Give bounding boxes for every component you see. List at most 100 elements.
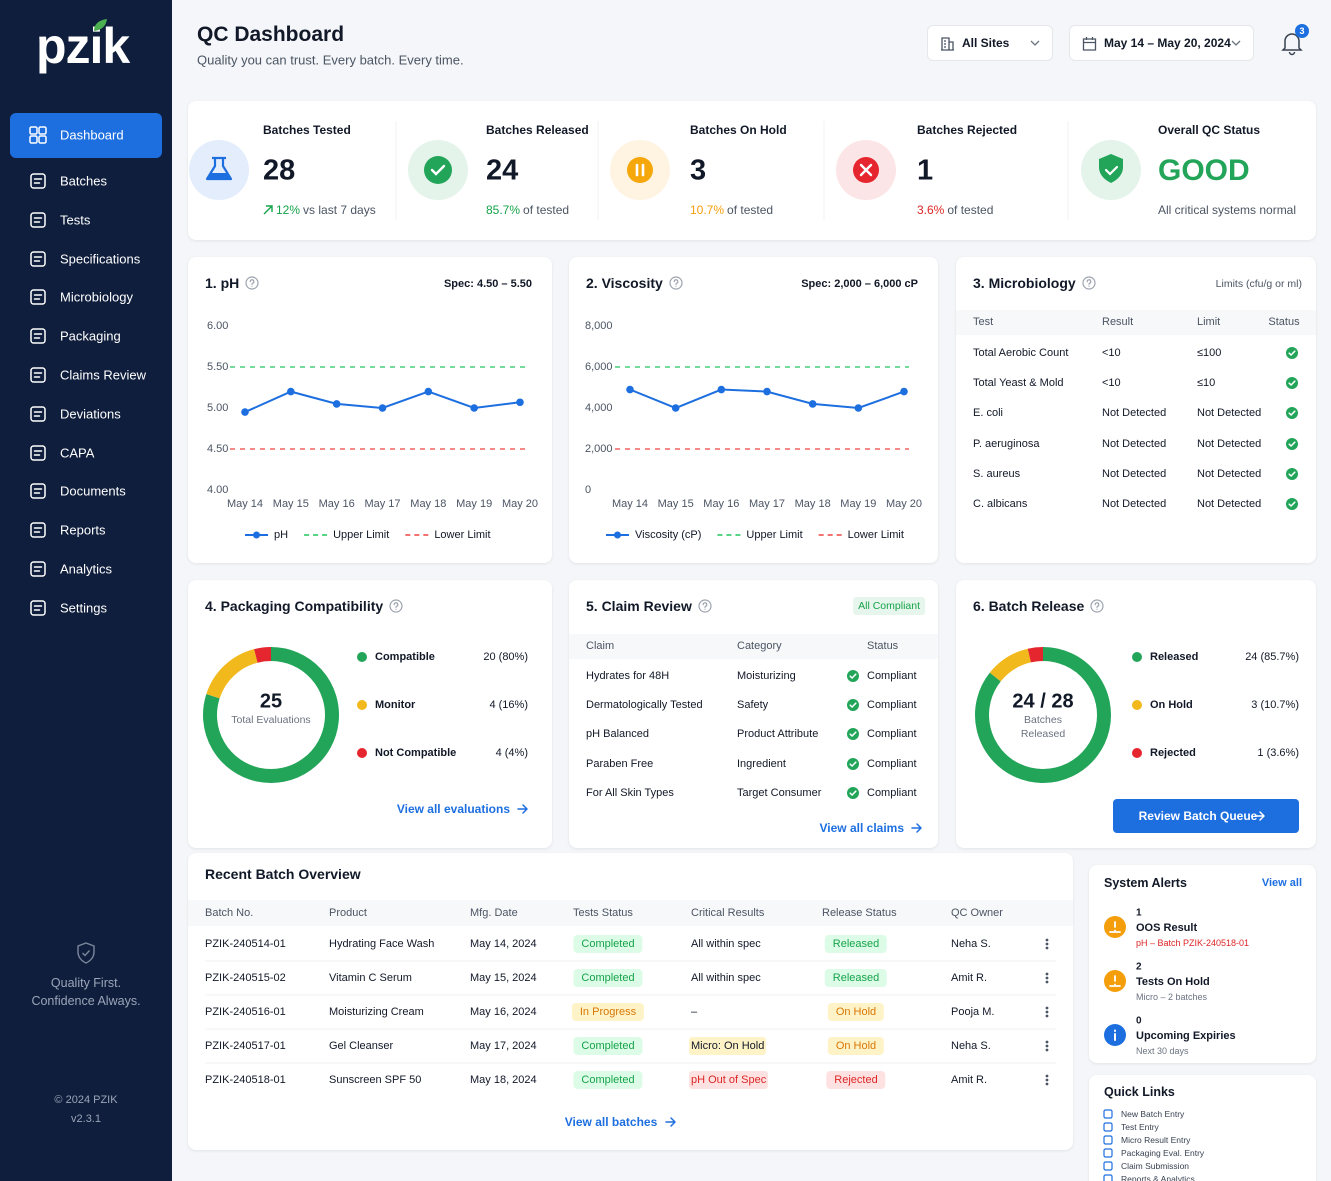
quick-links-card: Quick Links New Batch Entry Test Entry Micr… xyxy=(1089,1075,1316,1181)
view-all-link[interactable]: View all xyxy=(1261,877,1302,889)
donut-segment xyxy=(1027,647,1044,663)
flask-liquid xyxy=(207,173,231,179)
check-glyph xyxy=(1288,350,1296,357)
microbiology-card: 3. Microbiology Limits (cfu/g or ml) Test R… xyxy=(956,257,1316,563)
table-cell: Not Detected xyxy=(1102,498,1167,510)
nav-item[interactable]: Dashboard xyxy=(60,127,124,143)
nav-icon xyxy=(30,367,46,383)
x-tick-label: May 14 xyxy=(612,498,648,510)
chevron-path xyxy=(1231,40,1241,46)
column-header: Status xyxy=(867,640,899,652)
view-all-link[interactable]: View all evaluations xyxy=(396,802,510,816)
icon-frame xyxy=(30,522,46,538)
kpi-card: Batches Tested 28 12% vs last 7 days Batches… xyxy=(188,101,1316,240)
kpi-accent: 12% xyxy=(276,203,301,217)
nav-item[interactable]: Deviations xyxy=(60,406,121,422)
row-menu-dot xyxy=(1045,1048,1049,1052)
alert-title: Tests On Hold xyxy=(1136,976,1210,988)
nav-item[interactable]: CAPA xyxy=(60,445,95,461)
view-all-link[interactable]: View all batches xyxy=(564,1115,658,1129)
arrow-icon xyxy=(911,823,922,833)
nav-item[interactable]: Tests xyxy=(60,212,91,228)
version: v2.3.1 xyxy=(71,1113,101,1125)
table-cell: ≤10 xyxy=(1197,377,1216,390)
check-circle xyxy=(1286,498,1298,510)
kpi-note: All critical systems normal xyxy=(1158,203,1296,217)
table-header-bg xyxy=(569,634,938,659)
table-graphics xyxy=(205,938,1056,1086)
quick-link-icon xyxy=(1103,1148,1113,1158)
table-cell: Not Detected xyxy=(1102,407,1167,420)
kpi-note: 12% vs last 7 days xyxy=(263,203,376,217)
filter-icon xyxy=(1082,37,1097,51)
table-cell: PZIK-240515-02 xyxy=(205,972,286,984)
check-glyph xyxy=(849,731,857,738)
status-badge: Completed xyxy=(573,1071,643,1089)
quick-link[interactable]: Test Entry xyxy=(1121,1122,1159,1132)
x-tick-label: May 17 xyxy=(749,498,785,510)
check-glyph xyxy=(1104,165,1119,176)
alert-title: Upcoming Expiries xyxy=(1136,1030,1236,1042)
table-cell: Compliant xyxy=(867,757,917,770)
quick-link[interactable]: Claim Submission xyxy=(1121,1161,1190,1171)
alert-glyph xyxy=(1109,975,1121,987)
nav-item[interactable]: Claims Review xyxy=(60,367,146,383)
status-check xyxy=(1286,347,1298,359)
nav-item[interactable]: Reports xyxy=(60,522,106,538)
status-check xyxy=(847,670,859,682)
row-menu-dot xyxy=(1045,1014,1049,1018)
trend-arrow xyxy=(263,205,273,215)
nav-item[interactable]: Packaging xyxy=(60,328,121,344)
date-filter[interactable]: May 14 – May 20, 2024 xyxy=(1069,25,1254,61)
nav-icon xyxy=(30,561,46,577)
nav-item[interactable]: Settings xyxy=(60,600,107,616)
alert-detail: pH – Batch PZIK-240518-01 xyxy=(1136,938,1250,948)
help-icon xyxy=(1090,599,1104,613)
alert-count: 1 xyxy=(1136,907,1142,919)
quick-link[interactable]: Micro Result Entry xyxy=(1121,1135,1191,1145)
kpi-accent: 85.7% xyxy=(486,203,521,217)
status-check xyxy=(1286,437,1298,450)
donut-center-label: Batches Released xyxy=(1020,714,1066,740)
kpi-label: Batches Released xyxy=(486,123,589,137)
table-cell: Total Yeast & Mold xyxy=(973,377,1064,390)
nav-icon xyxy=(30,600,46,616)
check-circle xyxy=(847,786,859,799)
check-circle xyxy=(1286,347,1298,359)
card-title: 5. Claim Review xyxy=(586,598,692,614)
batches-card: Recent Batch Overview Batch No. Product Mfg… xyxy=(188,853,1073,1150)
chart-title: 4. Packaging Compatibility xyxy=(205,598,384,614)
legend-value: 4 (16%) xyxy=(489,699,528,711)
arrow xyxy=(517,804,528,814)
donut-card: 6. Batch Release 24 / 28 Batches Released R… xyxy=(956,580,1316,848)
alert-icons xyxy=(1104,916,1126,1046)
view-all-link[interactable]: View all claims xyxy=(819,821,905,835)
table-cell: Neha S. xyxy=(951,1040,991,1052)
nav-item[interactable]: Analytics xyxy=(60,561,113,577)
shield-icon xyxy=(1099,154,1123,183)
nav-item[interactable]: Documents xyxy=(60,483,126,499)
icon-frame xyxy=(30,444,46,461)
nav-item[interactable]: Microbiology xyxy=(60,289,133,305)
status-badge: Rejected xyxy=(826,1071,886,1089)
quick-link[interactable]: New Batch Entry xyxy=(1121,1109,1185,1119)
nav-icon xyxy=(30,212,46,228)
claims-card: 5. Claim Review All Compliant Claim Categor… xyxy=(569,580,938,848)
review-button[interactable]: Review Batch Queue xyxy=(1113,799,1299,833)
quick-link-icon xyxy=(1103,1161,1113,1171)
column-header: Category xyxy=(737,640,782,652)
nav-item[interactable]: Batches xyxy=(60,173,107,189)
table-cell: Gel Cleanser xyxy=(329,1040,394,1052)
nav-item[interactable]: Specifications xyxy=(60,251,141,267)
site-filter[interactable]: All Sites xyxy=(927,25,1053,61)
row-menu-dot xyxy=(1045,1044,1049,1048)
table-cell: Product Attribute xyxy=(737,728,819,741)
quick-link[interactable]: Reports & Analytics xyxy=(1121,1174,1195,1181)
table-cell: C. albicans xyxy=(973,498,1028,510)
alert-glyph xyxy=(1109,921,1121,933)
brand-leaf xyxy=(94,19,107,31)
quick-link[interactable]: Packaging Eval. Entry xyxy=(1121,1148,1205,1158)
x-tick-label: May 14 xyxy=(227,498,263,510)
table-cell: Not Detected xyxy=(1197,498,1262,510)
bell xyxy=(1281,33,1303,56)
